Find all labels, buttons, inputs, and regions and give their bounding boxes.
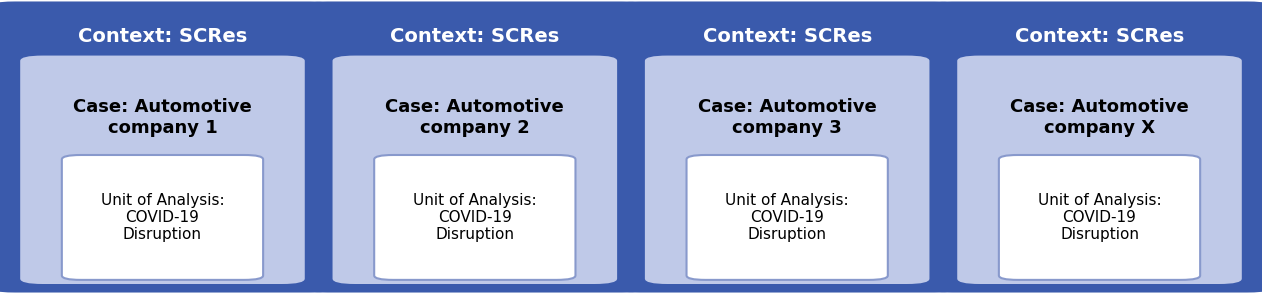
FancyBboxPatch shape xyxy=(62,155,264,280)
FancyBboxPatch shape xyxy=(374,155,575,280)
Text: Unit of Analysis:
COVID-19
Disruption: Unit of Analysis: COVID-19 Disruption xyxy=(726,193,849,242)
FancyBboxPatch shape xyxy=(0,1,341,293)
Text: Case: Automotive
company 3: Case: Automotive company 3 xyxy=(698,98,877,137)
FancyBboxPatch shape xyxy=(295,1,654,293)
FancyBboxPatch shape xyxy=(333,56,617,284)
FancyBboxPatch shape xyxy=(1000,155,1200,280)
Text: Unit of Analysis:
COVID-19
Disruption: Unit of Analysis: COVID-19 Disruption xyxy=(101,193,225,242)
FancyBboxPatch shape xyxy=(920,1,1262,293)
Text: Case: Automotive
company 2: Case: Automotive company 2 xyxy=(385,98,564,137)
Text: Case: Automotive
company X: Case: Automotive company X xyxy=(1010,98,1189,137)
FancyBboxPatch shape xyxy=(958,56,1242,284)
FancyBboxPatch shape xyxy=(687,155,888,280)
Text: Context: SCRes: Context: SCRes xyxy=(1015,27,1184,46)
FancyBboxPatch shape xyxy=(20,56,305,284)
Text: Context: SCRes: Context: SCRes xyxy=(390,27,559,46)
FancyBboxPatch shape xyxy=(608,1,967,293)
Text: Context: SCRes: Context: SCRes xyxy=(703,27,872,46)
FancyBboxPatch shape xyxy=(645,56,929,284)
Text: Case: Automotive
company 1: Case: Automotive company 1 xyxy=(73,98,252,137)
Text: Unit of Analysis:
COVID-19
Disruption: Unit of Analysis: COVID-19 Disruption xyxy=(413,193,536,242)
Text: Context: SCRes: Context: SCRes xyxy=(78,27,247,46)
Text: Unit of Analysis:
COVID-19
Disruption: Unit of Analysis: COVID-19 Disruption xyxy=(1037,193,1161,242)
